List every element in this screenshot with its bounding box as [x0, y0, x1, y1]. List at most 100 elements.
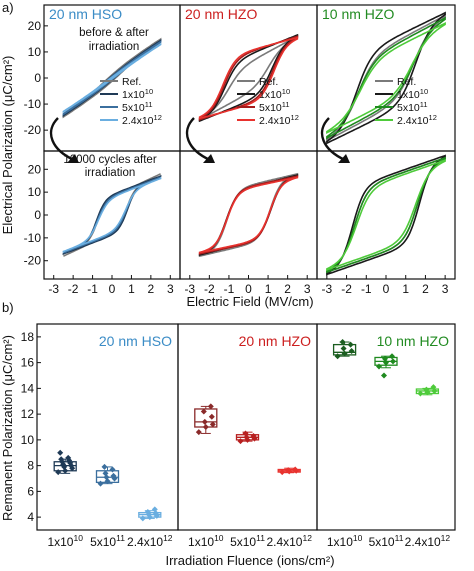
data-point-0-1-6 — [109, 466, 116, 473]
data-point-2-0-5 — [339, 339, 346, 346]
x-tick-label: -2 — [204, 282, 215, 296]
data-point-0-0-10 — [65, 454, 72, 461]
data-point-1-0-6 — [207, 403, 214, 410]
legend-label-2-2: 5x1011 — [397, 100, 428, 114]
loop-HZO10_after-series-2 — [326, 156, 446, 274]
category-label-1-1: 5x1011 — [230, 533, 265, 549]
loop-HZO10_before-series-2 — [326, 16, 446, 140]
b-y-tick-label: 12 — [21, 407, 35, 421]
loop-HSO_after-series-2 — [63, 176, 161, 254]
legend-label-0-2: 5x1011 — [122, 100, 153, 114]
x-tick-label: -3 — [322, 282, 333, 296]
b-y-tick-label: 6 — [27, 484, 34, 498]
loop-HZO_before-series-1 — [198, 33, 299, 123]
transition-arrow-head-1 — [203, 154, 215, 163]
x-tick-label: -1 — [361, 282, 372, 296]
annotation-bottom-line1: 10000 cycles after — [63, 154, 157, 166]
legend-label-0-1: 1x1010 — [122, 87, 153, 101]
category-label-2-0: 1x1010 — [327, 533, 363, 549]
data-point-2-2-3 — [423, 386, 430, 393]
b-x-axis-label: Irradiation Fluence (ions/cm²) — [165, 553, 334, 568]
panel-a-frame-r0c1 — [179, 4, 318, 152]
data-point-0-1-0 — [97, 480, 104, 487]
legend-label-1-1: 1x1010 — [259, 87, 290, 101]
x-tick-label: 3 — [304, 282, 311, 296]
category-label-1-0: 1x1010 — [188, 533, 224, 549]
data-point-0-2-5 — [144, 508, 151, 515]
panel-a-frame-r1c1 — [179, 150, 318, 280]
loop-HZO10_after-series-3 — [326, 158, 446, 272]
loop-HZO10_after-series-0 — [326, 156, 446, 274]
b-y-tick-label: 8 — [27, 459, 34, 473]
transition-arrow-head-0 — [67, 154, 79, 163]
panel-b-title-2: 10 nm HZO — [377, 333, 449, 349]
category-label-0-0: 1x1010 — [47, 533, 83, 549]
data-point-2-0-4 — [347, 341, 354, 348]
data-point-0-1-4 — [110, 472, 117, 479]
transition-arrow-head-2 — [338, 154, 350, 163]
y-tick-label: 20 — [28, 162, 42, 176]
x-tick-label: 0 — [245, 282, 252, 296]
x-tick-label: 1 — [128, 282, 135, 296]
y-tick-label: 10 — [28, 45, 42, 59]
annotation-bottom-line2: irradiation — [85, 167, 136, 179]
x-tick-label: 0 — [109, 282, 116, 296]
category-label-2-1: 5x1011 — [369, 533, 404, 549]
loop-HSO_before-series-3 — [62, 43, 162, 113]
data-point-0-0-11 — [57, 449, 64, 456]
loop-HZO_before-series-3 — [198, 36, 299, 120]
x-tick-label: 1 — [402, 282, 409, 296]
y-tick-label: -20 — [24, 254, 42, 268]
data-point-1-1-0 — [237, 438, 244, 445]
loop-HZO10_before-series-1 — [326, 11, 446, 145]
b-y-tick-label: 10 — [21, 433, 35, 447]
data-point-1-0-0 — [195, 429, 202, 436]
legend-label-1-2: 5x1011 — [259, 100, 290, 114]
panel-b-title-1: 20 nm HZO — [239, 333, 311, 349]
annotation-top-line2: irradiation — [89, 41, 140, 53]
data-point-1-0-1 — [202, 424, 209, 430]
x-tick-label: 2 — [422, 282, 429, 296]
annotation-top-line1: before & after — [79, 27, 149, 39]
panel-a-frame-r1c2 — [316, 150, 456, 280]
category-label-0-1: 5x1011 — [90, 533, 125, 549]
data-point-2-1-4 — [389, 353, 395, 360]
loop-HSO_after-series-1 — [62, 174, 162, 256]
x-tick-label: -3 — [184, 282, 195, 296]
x-axis-label: Electric Field (MV/cm) — [186, 294, 313, 309]
data-point-1-0-2 — [209, 421, 216, 428]
data-point-2-2-0 — [417, 390, 424, 397]
x-tick-label: 3 — [167, 282, 174, 296]
x-tick-label: -2 — [68, 282, 79, 296]
y-tick-label: -20 — [24, 123, 42, 137]
category-label-1-2: 2.4x1012 — [266, 533, 312, 549]
transition-arrow-1 — [185, 117, 211, 162]
transition-arrow-2 — [320, 117, 346, 162]
b-y-axis-label: Remanent Polarization (μC/cm²) — [0, 335, 15, 521]
data-point-2-1-3 — [382, 355, 388, 362]
legend-label-0-3: 2.4x1012 — [122, 113, 162, 127]
panel-b-frame-0 — [36, 323, 179, 531]
data-point-0-2-6 — [151, 506, 158, 513]
data-point-1-1-4 — [250, 433, 257, 440]
data-point-2-0-3 — [340, 345, 347, 352]
data-point-1-0-3 — [201, 418, 208, 425]
loop-HSO_after-series-3 — [62, 177, 162, 253]
data-point-0-1-7 — [101, 463, 108, 470]
data-point-1-0-5 — [200, 408, 207, 415]
y-axis-label: Electrical Polarization (μC/cm²) — [0, 56, 15, 235]
y-tick-label: -10 — [24, 97, 42, 111]
data-point-1-2-3 — [285, 467, 292, 474]
data-point-2-0-0 — [334, 353, 341, 360]
legend-label-1-3: 2.4x1012 — [259, 113, 299, 127]
b-y-tick-label: 4 — [27, 510, 34, 524]
y-tick-label: -10 — [24, 231, 42, 245]
y-tick-label: 0 — [34, 208, 41, 222]
legend-label-2-0: Ref. — [397, 76, 416, 88]
x-tick-label: 2 — [284, 282, 291, 296]
panel-b-frame-2 — [316, 323, 456, 531]
data-point-2-0-1 — [341, 350, 348, 357]
category-label-0-2: 2.4x1012 — [127, 533, 173, 549]
